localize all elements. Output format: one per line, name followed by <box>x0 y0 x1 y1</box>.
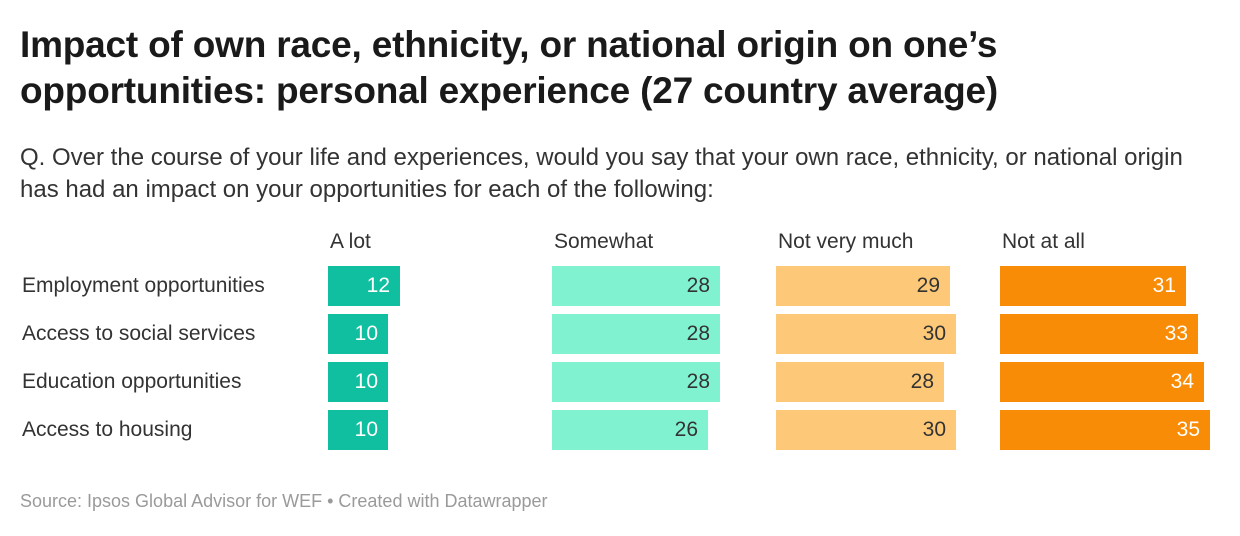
column-header-somewhat: Somewhat <box>554 230 654 253</box>
value-label-not-at-all-access-to-housing: 35 <box>1176 418 1200 441</box>
bar-a-lot-education-opportunities <box>328 362 388 402</box>
row-label-education-opportunities: Education opportunities <box>22 370 242 393</box>
value-label-somewhat-employment-opportunities: 28 <box>686 274 710 297</box>
bar-not-very-much-access-to-social-services <box>776 314 956 354</box>
bar-not-very-much-employment-opportunities <box>776 266 950 306</box>
bar-not-very-much-education-opportunities <box>776 362 944 402</box>
value-label-not-at-all-employment-opportunities: 31 <box>1152 274 1176 297</box>
source-note: Source: Ipsos Global Advisor for WEF • C… <box>20 491 548 511</box>
column-header-not-at-all: Not at all <box>1002 230 1085 253</box>
bar-somewhat-access-to-housing <box>552 410 708 450</box>
row-label-access-to-housing: Access to housing <box>22 418 193 441</box>
value-label-somewhat-education-opportunities: 28 <box>686 370 710 393</box>
value-label-somewhat-access-to-social-services: 28 <box>686 322 710 345</box>
value-label-not-at-all-education-opportunities: 34 <box>1170 370 1194 393</box>
chart-subtitle: Q. Over the course of your life and expe… <box>20 144 1183 203</box>
bar-not-at-all-education-opportunities <box>1000 362 1204 402</box>
value-label-a-lot-employment-opportunities: 12 <box>366 274 390 297</box>
value-label-a-lot-access-to-social-services: 10 <box>354 322 378 345</box>
value-label-not-at-all-access-to-social-services: 33 <box>1164 322 1188 345</box>
bar-somewhat-education-opportunities <box>552 362 720 402</box>
chart-title: Impact of own race, ethnicity, or nation… <box>20 24 999 111</box>
row-label-access-to-social-services: Access to social services <box>22 322 256 345</box>
row-label-employment-opportunities: Employment opportunities <box>22 274 265 297</box>
bar-a-lot-employment-opportunities <box>328 266 400 306</box>
bar-somewhat-access-to-social-services <box>552 314 720 354</box>
bar-a-lot-access-to-housing <box>328 410 388 450</box>
value-label-not-very-much-education-opportunities: 28 <box>910 370 934 393</box>
value-label-not-very-much-employment-opportunities: 29 <box>916 274 940 297</box>
bar-not-at-all-employment-opportunities <box>1000 266 1186 306</box>
column-header-a-lot: A lot <box>330 230 371 253</box>
value-label-a-lot-education-opportunities: 10 <box>354 370 378 393</box>
value-label-not-very-much-access-to-social-services: 30 <box>922 322 946 345</box>
value-label-somewhat-access-to-housing: 26 <box>674 418 698 441</box>
value-label-a-lot-access-to-housing: 10 <box>354 418 378 441</box>
value-label-not-very-much-access-to-housing: 30 <box>922 418 946 441</box>
bar-a-lot-access-to-social-services <box>328 314 388 354</box>
bar-not-at-all-access-to-housing <box>1000 410 1210 450</box>
bar-not-very-much-access-to-housing <box>776 410 956 450</box>
column-header-not-very-much: Not very much <box>778 230 914 253</box>
bar-not-at-all-access-to-social-services <box>1000 314 1198 354</box>
bar-somewhat-employment-opportunities <box>552 266 720 306</box>
